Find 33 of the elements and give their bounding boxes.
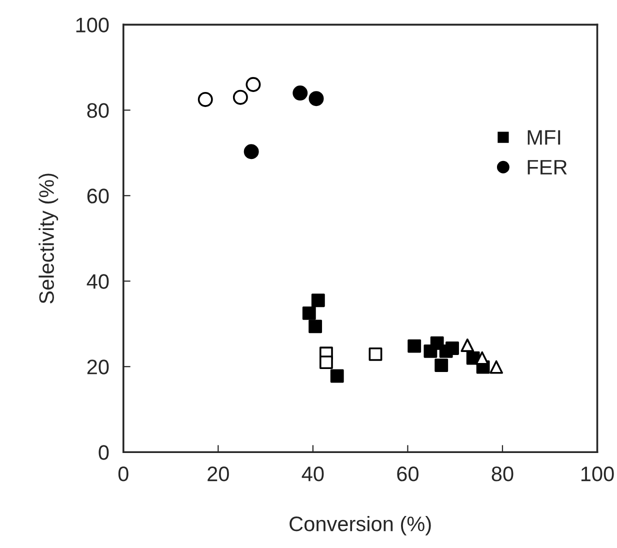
point	[244, 144, 259, 160]
x-tick-label: 80	[492, 466, 514, 482]
point	[292, 86, 308, 101]
legend-label: MFI	[528, 130, 560, 145]
point	[368, 348, 382, 361]
y-axis-title: Selectivity (%)	[38, 174, 58, 304]
x-tick-label: 20	[208, 466, 229, 482]
x-tick-label: 0	[118, 466, 128, 482]
legend-label: FER	[528, 160, 567, 174]
point	[302, 306, 316, 320]
y-tick-label: 100	[76, 18, 109, 32]
point	[408, 339, 422, 353]
point	[311, 294, 325, 308]
point	[460, 338, 474, 352]
point	[198, 92, 213, 107]
point	[308, 320, 322, 334]
point	[490, 360, 504, 374]
y-tick-label: 20	[87, 360, 109, 374]
y-tick-label: 80	[87, 103, 109, 118]
point	[246, 77, 261, 92]
y-tick-label: 60	[87, 188, 109, 204]
x-tick-label: 40	[302, 466, 324, 482]
point	[319, 356, 333, 370]
point	[308, 91, 324, 106]
point	[330, 369, 344, 383]
point	[446, 342, 459, 355]
y-tick-label: 0	[98, 445, 109, 460]
point	[232, 90, 248, 105]
x-axis-title: Conversion (%)	[290, 516, 431, 536]
x-tick-label: 60	[397, 466, 418, 482]
x-tick-label: 100	[581, 466, 614, 482]
point	[434, 358, 448, 372]
y-tick-label: 40	[86, 274, 109, 289]
